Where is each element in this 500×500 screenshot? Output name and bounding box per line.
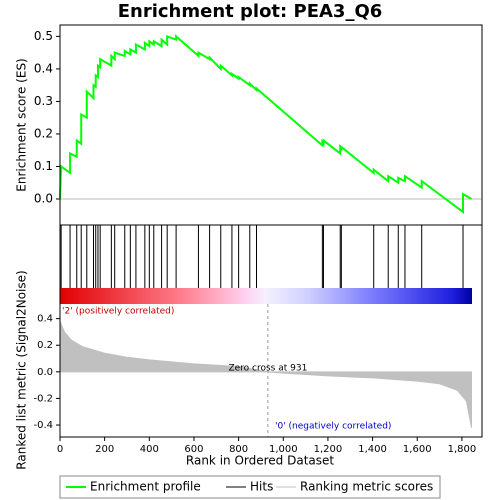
y-tick-label: -0.2 [33,393,53,404]
x-tick-label: 1,600 [403,444,432,455]
x-tick-label: 800 [229,444,248,455]
legend-label: Ranking metric scores [300,480,433,494]
y-axis-title: Ranked list metric (Signal2Noise) [15,270,29,469]
positive-label: '2' (positively correlated) [62,307,174,317]
x-tick-label: 1,000 [269,444,298,455]
y-tick-label: 0.1 [34,159,53,173]
metric-area [59,321,473,428]
negative-label: '0' (negatively correlated) [275,422,391,432]
chart-title: Enrichment plot: PEA3_Q6 [118,1,383,22]
x-tick-label: 200 [95,444,114,455]
color-band [60,288,472,304]
zero-cross-label: Zero cross at 931 [228,363,307,373]
y-tick-label: 0.0 [37,367,53,378]
y-tick-label: 0.5 [34,29,53,43]
y-tick-label: 0.0 [34,191,53,205]
legend-label: Enrichment profile [90,480,201,494]
y-tick-label: 0.3 [34,94,53,108]
legend-box [59,475,441,499]
y-tick-label: 0.2 [37,340,53,351]
legend-label: Hits [250,480,273,494]
es-line [59,34,473,214]
y-tick-label: -0.4 [33,420,53,431]
plot-frame [59,224,483,438]
x-axis-title: Rank in Ordered Dataset [186,454,334,468]
y-tick-label: 0.4 [34,61,53,75]
x-tick-label: 0 [57,444,63,455]
y-axis-title: Enrichment score (ES) [15,58,29,191]
x-tick-label: 1,400 [358,444,387,455]
x-tick-label: 600 [184,444,203,455]
y-tick-label: 0.2 [34,126,53,140]
x-tick-label: 1,200 [314,444,343,455]
y-tick-label: 0.4 [37,314,53,325]
x-tick-label: 400 [140,444,159,455]
x-tick-label: 1,800 [448,444,477,455]
